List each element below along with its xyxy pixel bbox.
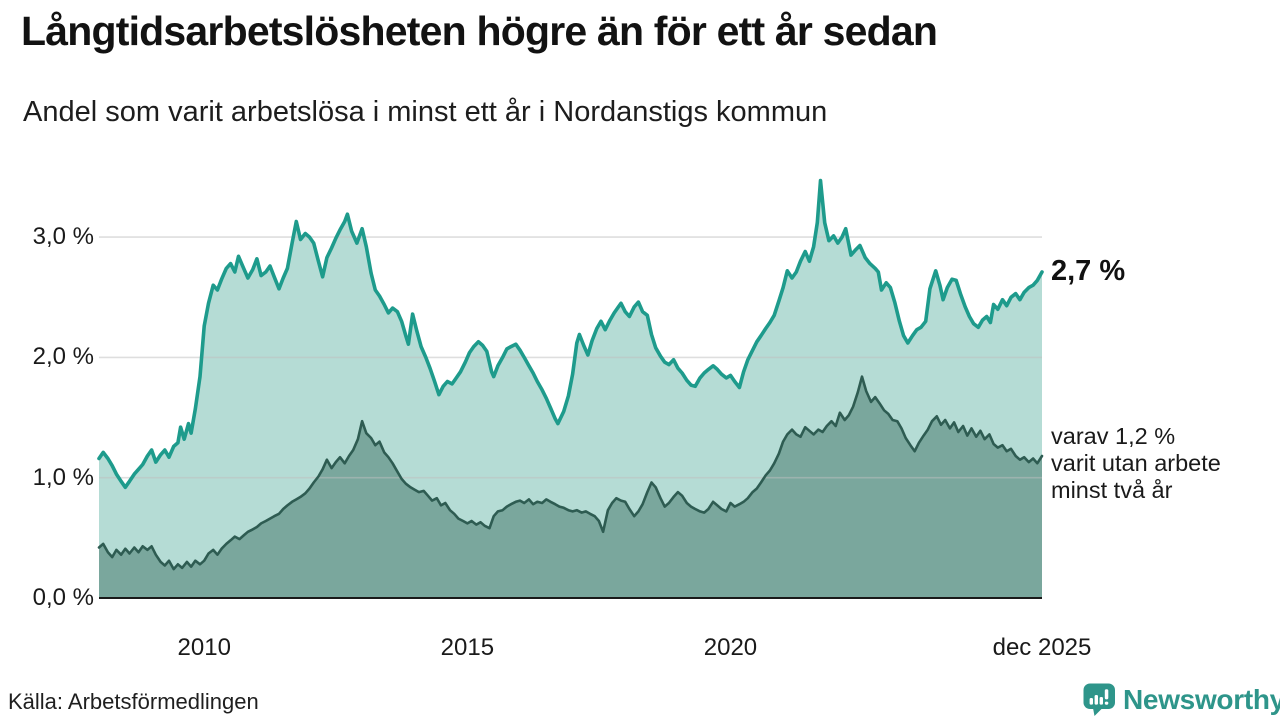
newsworthy-brand: Newsworthy <box>1083 683 1280 717</box>
note-line: varit utan arbete <box>1051 450 1221 476</box>
speech-bubble-tail <box>1093 708 1103 716</box>
chart-title: Långtidsarbetslösheten högre än för ett … <box>21 8 938 54</box>
arbetslosa-minst-ett-ar-line <box>97 178 1044 490</box>
chart-subtitle: Andel som varit arbetslösa i minst ett å… <box>23 96 828 128</box>
two-year-note-annotation: varav 1,2 % varit utan arbete minst två … <box>1051 423 1221 504</box>
note-line: varav 1,2 % <box>1051 423 1176 449</box>
note-line: minst två år <box>1051 477 1173 503</box>
newsworthy-logo-icon <box>1083 683 1115 716</box>
source-attribution: Källa: Arbetsförmedlingen <box>8 689 259 714</box>
arbetslosa-minst-tva-ar-line <box>97 375 1044 571</box>
latest-value-annotation: 2,7 % <box>1051 255 1126 287</box>
arbetslosa-minst-tva-ar-area <box>99 376 1042 598</box>
newsworthy-wordmark: Newsworthy <box>1123 684 1280 715</box>
